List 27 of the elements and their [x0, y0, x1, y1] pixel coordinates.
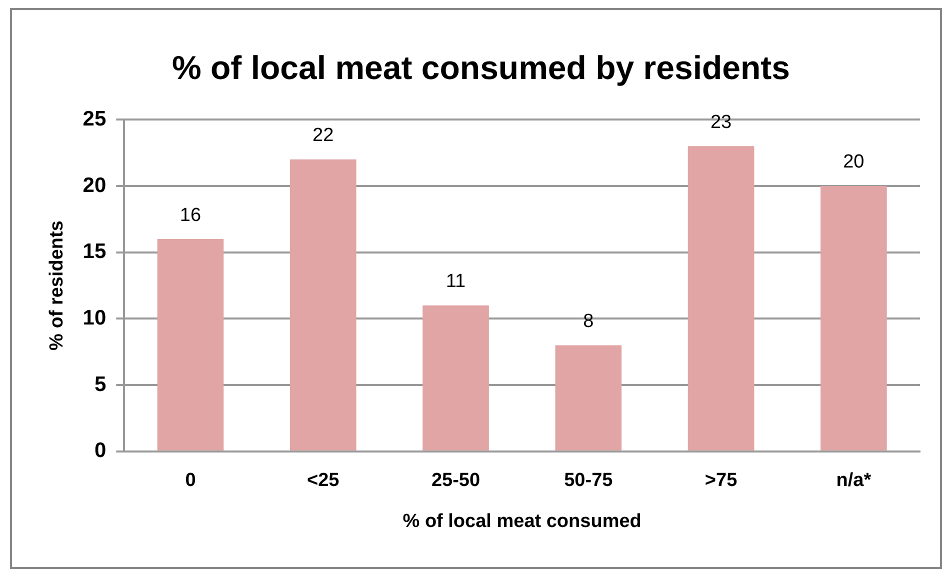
bar [422, 305, 489, 450]
y-tick-label: 5 [94, 372, 106, 396]
bar [820, 186, 887, 450]
x-tick-label: 25-50 [431, 470, 480, 492]
data-label: 23 [710, 112, 732, 133]
x-tick-label: 50-75 [564, 470, 614, 492]
data-label: 16 [180, 204, 202, 226]
x-axis-title: % of local meat consumed [402, 510, 642, 532]
y-tick-label: 15 [82, 240, 106, 264]
data-label: 11 [446, 271, 466, 292]
x-tick-label: n/a* [836, 470, 872, 492]
bar [688, 146, 754, 450]
bar [157, 239, 224, 450]
data-label: 22 [312, 125, 334, 146]
data-label: 20 [843, 152, 864, 173]
x-tick-label: >75 [704, 470, 738, 492]
y-tick-label: 10 [82, 306, 106, 330]
y-axis-title: % of residents [46, 220, 68, 350]
bar [555, 345, 622, 450]
data-label: 8 [583, 310, 594, 332]
x-tick-label: 0 [185, 470, 196, 492]
chart-title: % of local meat consumed by residents [172, 48, 790, 86]
y-tick-label: 0 [94, 439, 106, 462]
bar [290, 159, 356, 450]
x-tick-label: <25 [307, 470, 340, 492]
y-tick-label: 25 [82, 107, 106, 130]
y-tick-label: 20 [82, 174, 106, 197]
